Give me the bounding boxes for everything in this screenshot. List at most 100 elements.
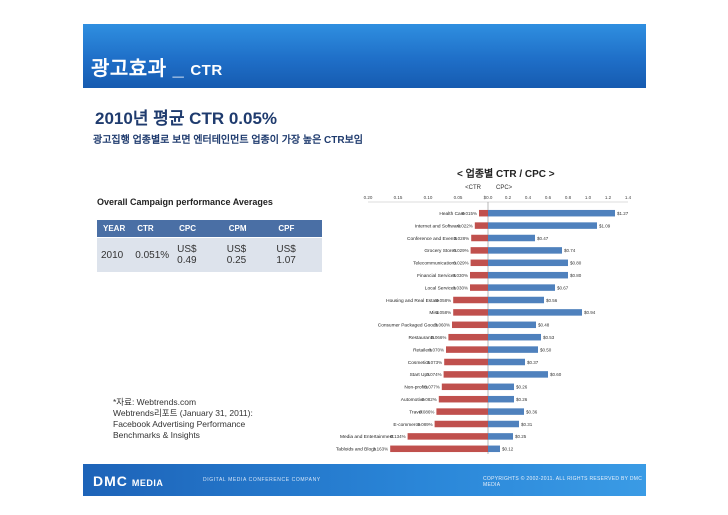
ctr-bar: [446, 346, 488, 353]
source-line-1: *자료: Webtrends.com: [113, 397, 197, 407]
ctr-bar: [453, 296, 488, 304]
ctr-bar: [441, 383, 488, 391]
category-label: Cosmetics: [408, 360, 431, 366]
category-label: Telecommunications: [413, 261, 457, 267]
title-korean: 광고효과 _: [91, 58, 185, 80]
cpc-bar: [488, 346, 538, 353]
ctr-bar: [443, 371, 488, 378]
cpc-bar: [488, 408, 524, 415]
ctr-data-label: 0.070%: [429, 347, 444, 352]
slide: 광고효과 _ CTR 2010년 평균 CTR 0.05% 광고집행 업종별로 …: [83, 24, 646, 496]
category-label: Misc: [429, 310, 439, 316]
cpc-bar: [488, 333, 541, 341]
ctr-data-label: 0.022%: [458, 223, 473, 228]
source-line-4: Benchmarks & Insights: [113, 430, 200, 440]
category-label: E-commerce: [393, 422, 421, 428]
cpc-data-label: $0.26: [516, 397, 528, 402]
legend-cpc: CPC>: [496, 185, 513, 191]
ctr-bar: [471, 234, 488, 242]
category-label: Grocery Stores: [424, 248, 457, 254]
cell-cpm: US$ 0.25: [222, 237, 273, 272]
ctr-data-label: 0.073%: [427, 360, 442, 365]
ctr-data-label: 0.134%: [390, 434, 405, 439]
cpc-bar: [488, 309, 582, 316]
ctr-data-label: 0.030%: [453, 273, 468, 278]
ctr-data-label: 0.015%: [462, 211, 477, 216]
cpc-bar: [488, 358, 525, 366]
cpc-data-label: $0.37: [527, 360, 539, 365]
page-heading: 2010년 평균 CTR 0.05%: [95, 109, 278, 128]
ctr-bar: [452, 321, 488, 329]
averages-data-row: 2010 0.051% US$ 0.49 US$ 0.25 US$ 1.07: [97, 237, 322, 272]
copyright-text: COPYRIGHTS © 2002-2011. ALL RIGHTS RESER…: [483, 476, 643, 488]
cpc-tick-label: 0.4: [525, 195, 532, 200]
legend-ctr: <CTR: [465, 185, 482, 191]
cpc-data-label: $0.48: [538, 323, 550, 328]
cpc-data-label: $0.25: [515, 434, 527, 439]
cpc-data-label: $0.80: [570, 261, 582, 266]
cpc-bar: [488, 284, 555, 291]
ctr-bar: [438, 395, 488, 403]
ctr-data-label: 0.163%: [373, 447, 388, 452]
category-label: Start Ups: [410, 372, 431, 378]
cpc-data-label: $1.27: [617, 211, 629, 216]
category-label: Housing and Real Estate: [386, 298, 439, 304]
cpc-tick-label: 0.6: [545, 195, 552, 200]
ctr-data-label: 0.066%: [431, 335, 446, 340]
ctr-data-label: 0.077%: [425, 385, 440, 390]
ctr-data-label: 0.082%: [422, 397, 437, 402]
cpc-bar: [488, 247, 562, 254]
cpc-data-label: $0.36: [526, 409, 538, 414]
cpc-data-label: $0.31: [521, 422, 533, 427]
ctr-data-label: 0.060%: [435, 323, 450, 328]
ctr-bar: [390, 445, 488, 453]
cpc-data-label: $1.09: [599, 223, 611, 228]
industry-ctr-cpc-chart: <CTR CPC> 0.20 0.15 0.10 0.05 $0.0 0.2 0.4 0.6 0…: [336, 185, 632, 454]
cell-ctr: 0.051%: [131, 237, 174, 272]
ctr-data-label: 0.029%: [453, 261, 468, 266]
category-label: Travel: [409, 409, 422, 415]
cell-cpf: US$ 1.07: [272, 237, 322, 272]
slide-title: 광고효과 _ CTR: [91, 52, 223, 81]
cpc-data-label: $0.94: [584, 310, 596, 315]
category-label: Non-profits: [404, 385, 428, 391]
cpc-bar: [488, 445, 500, 453]
cpc-data-label: $0.67: [557, 285, 569, 290]
category-label: Conference and Events: [407, 236, 458, 242]
dmc-logo: DMC MEDIA: [93, 473, 163, 489]
cpc-bar: [488, 209, 615, 217]
cpc-tick-label: 1.4: [625, 195, 632, 200]
category-label: Financial Services: [417, 273, 457, 279]
title-english: CTR: [190, 62, 223, 79]
cell-year: 2010: [97, 237, 132, 272]
ctr-tick-label: 0.10: [424, 195, 433, 200]
category-label: Media and Entertainment: [340, 434, 394, 440]
category-label: Tabloids and Blogs: [336, 447, 377, 453]
ctr-bar: [434, 420, 488, 428]
ctr-bar: [474, 222, 488, 229]
ctr-bar: [470, 259, 488, 267]
ctr-data-label: 0.086%: [419, 409, 434, 414]
ctr-data-label: 0.089%: [417, 422, 432, 427]
cpc-bar: [488, 383, 514, 391]
cpc-bar: [488, 259, 568, 267]
conference-text: DIGITAL MEDIA CONFERENCE COMPANY: [203, 477, 321, 483]
category-label: Automotive: [401, 397, 425, 403]
cpc-tick-label: $0.0: [484, 195, 493, 200]
ctr-tick-label: 0.20: [364, 195, 373, 200]
cpc-data-label: $0.56: [546, 298, 558, 303]
ctr-bar: [448, 333, 488, 341]
ctr-bar: [436, 408, 488, 415]
cpc-data-label: $0.60: [550, 372, 562, 377]
ctr-tick-label: 0.15: [394, 195, 403, 200]
ctr-tick-label: 0.05: [454, 195, 463, 200]
cpc-data-label: $0.74: [564, 248, 576, 253]
cpc-bar: [488, 321, 536, 329]
footer-bar: DMC MEDIA DIGITAL MEDIA CONFERENCE COMPAN…: [83, 464, 646, 496]
cpc-data-label: $0.12: [502, 447, 514, 452]
header-cpf: CPF: [272, 220, 322, 238]
cpc-bar: [488, 296, 544, 304]
header-year: YEAR: [97, 220, 132, 238]
ctr-bar: [470, 247, 488, 254]
